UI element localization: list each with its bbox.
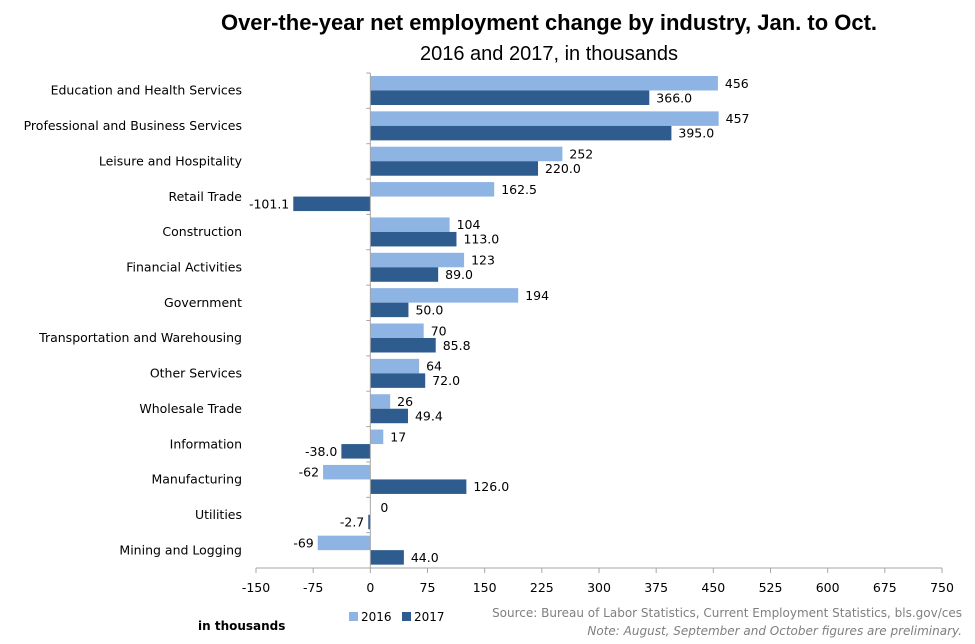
data-label-2016-mining-and-logging: -69 (293, 535, 313, 550)
data-label-2017-wholesale-trade: 49.4 (415, 408, 443, 423)
category-label-wholesale-trade: Wholesale Trade (139, 401, 242, 416)
category-label-transportation-and-warehousing: Transportation and Warehousing (38, 330, 242, 345)
bar-2017-manufacturing (370, 479, 467, 494)
data-label-2017-leisure-and-hospitality: 220.0 (545, 161, 581, 176)
bar-2016-transportation-and-warehousing (370, 323, 424, 338)
data-label-2016-government: 194 (525, 288, 549, 303)
bar-2016-information (370, 429, 384, 445)
chart-subtitle: 2016 and 2017, in thousands (420, 43, 678, 65)
data-label-2017-professional-and-business-services: 395.0 (678, 126, 714, 141)
x-tick-label: 225 (530, 580, 554, 595)
bar-2017-government (370, 302, 409, 318)
data-label-2017-manufacturing: 126.0 (473, 479, 509, 494)
data-label-2017-financial-activities: 89.0 (445, 267, 473, 282)
bar-2017-financial-activities (370, 267, 439, 282)
data-label-2017-information: -38.0 (305, 444, 337, 459)
bar-2017-professional-and-business-services (370, 125, 672, 141)
bar-2016-other-services (370, 358, 420, 374)
data-label-2016-leisure-and-hospitality: 252 (569, 146, 593, 161)
category-label-education-and-health-services: Education and Health Services (51, 83, 242, 98)
category-label-utilities: Utilities (195, 507, 242, 522)
bar-2016-professional-and-business-services (370, 111, 719, 126)
bar-2017-other-services (370, 373, 426, 388)
x-tick-label: -150 (242, 580, 270, 595)
legend-label-2017: 2017 (414, 610, 445, 624)
x-tick-label: 150 (473, 580, 497, 595)
x-tick-label: 525 (759, 580, 783, 595)
data-label-2017-retail-trade: -101.1 (249, 196, 289, 211)
data-label-2016-information: 17 (390, 429, 406, 444)
legend-swatch-2016 (349, 612, 358, 621)
x-axis-label: in thousands (198, 619, 285, 633)
x-tick-label: 0 (366, 580, 374, 595)
bar-2017-leisure-and-hospitality (370, 161, 539, 176)
category-label-other-services: Other Services (150, 366, 242, 381)
chart-title: Over-the-year net employment change by i… (221, 10, 877, 35)
category-label-manufacturing: Manufacturing (151, 472, 242, 487)
data-label-2017-construction: 113.0 (463, 232, 499, 247)
preliminary-note: Note: August, September and October figu… (587, 624, 962, 638)
x-tick-label: 75 (420, 580, 436, 595)
x-tick-label: 675 (873, 580, 897, 595)
legend: 2016 2017 (349, 610, 445, 624)
legend-label-2016: 2016 (361, 610, 392, 624)
data-label-2017-mining-and-logging: 44.0 (411, 550, 439, 565)
bar-2017-construction (370, 231, 457, 247)
data-label-2017-government: 50.0 (415, 302, 443, 317)
data-label-2016-education-and-health-services: 456 (725, 76, 749, 91)
bar-2017-information (341, 444, 371, 459)
x-tick-label: 750 (930, 580, 954, 595)
x-tick-label: -75 (303, 580, 323, 595)
category-label-professional-and-business-services: Professional and Business Services (24, 118, 242, 133)
data-label-2016-construction: 104 (457, 217, 481, 232)
data-label-2016-financial-activities: 123 (471, 253, 495, 268)
data-label-2016-manufacturing: -62 (299, 465, 319, 480)
bar-2017-utilities (368, 514, 371, 530)
data-label-2017-education-and-health-services: 366.0 (656, 90, 692, 105)
bar-2016-government (370, 288, 519, 303)
legend-swatch-2017 (402, 612, 411, 621)
data-label-2016-retail-trade: 162.5 (501, 182, 537, 197)
bar-2017-transportation-and-warehousing (370, 338, 436, 353)
bar-2016-education-and-health-services (370, 76, 718, 91)
data-label-2016-other-services: 64 (426, 359, 442, 374)
x-tick-label: 450 (701, 580, 725, 595)
x-axis: -150 -75 0 75 150 225 300 375 450 525 600 675 750 (242, 567, 954, 595)
data-label-2017-other-services: 72.0 (432, 373, 460, 388)
bar-2016-construction (370, 217, 450, 232)
x-tick-label: 375 (644, 580, 668, 595)
bar-2016-financial-activities (370, 252, 465, 268)
source-note: Source: Bureau of Labor Statistics, Curr… (492, 606, 962, 620)
data-label-2016-wholesale-trade: 26 (397, 394, 413, 409)
category-label-construction: Construction (162, 224, 242, 239)
data-label-2017-transportation-and-warehousing: 85.8 (443, 338, 471, 353)
bar-2017-wholesale-trade (370, 408, 408, 424)
category-labels: Education and Health Services Professiona… (24, 83, 243, 558)
bar-2017-education-and-health-services (370, 90, 650, 105)
data-label-2016-utilities: 0 (380, 500, 388, 515)
bar-2016-wholesale-trade (370, 394, 391, 409)
x-tick-label: 300 (587, 580, 611, 595)
bar-2016-retail-trade (370, 182, 495, 197)
bar-2017-mining-and-logging (370, 550, 404, 565)
bar-2016-manufacturing (323, 464, 371, 480)
category-label-financial-activities: Financial Activities (126, 259, 242, 274)
bar-2016-mining-and-logging (317, 535, 371, 551)
data-label-2016-professional-and-business-services: 457 (726, 111, 750, 126)
x-tick-label: 600 (816, 580, 840, 595)
category-label-government: Government (164, 295, 242, 310)
bar-2016-leisure-and-hospitality (370, 146, 563, 162)
category-label-mining-and-logging: Mining and Logging (119, 542, 242, 557)
data-label-2016-transportation-and-warehousing: 70 (431, 323, 447, 338)
category-label-retail-trade: Retail Trade (168, 189, 242, 204)
data-label-2017-utilities: -2.7 (340, 515, 364, 530)
category-label-leisure-and-hospitality: Leisure and Hospitality (99, 153, 243, 168)
category-label-information: Information (170, 436, 242, 451)
bar-2017-retail-trade (293, 196, 371, 212)
